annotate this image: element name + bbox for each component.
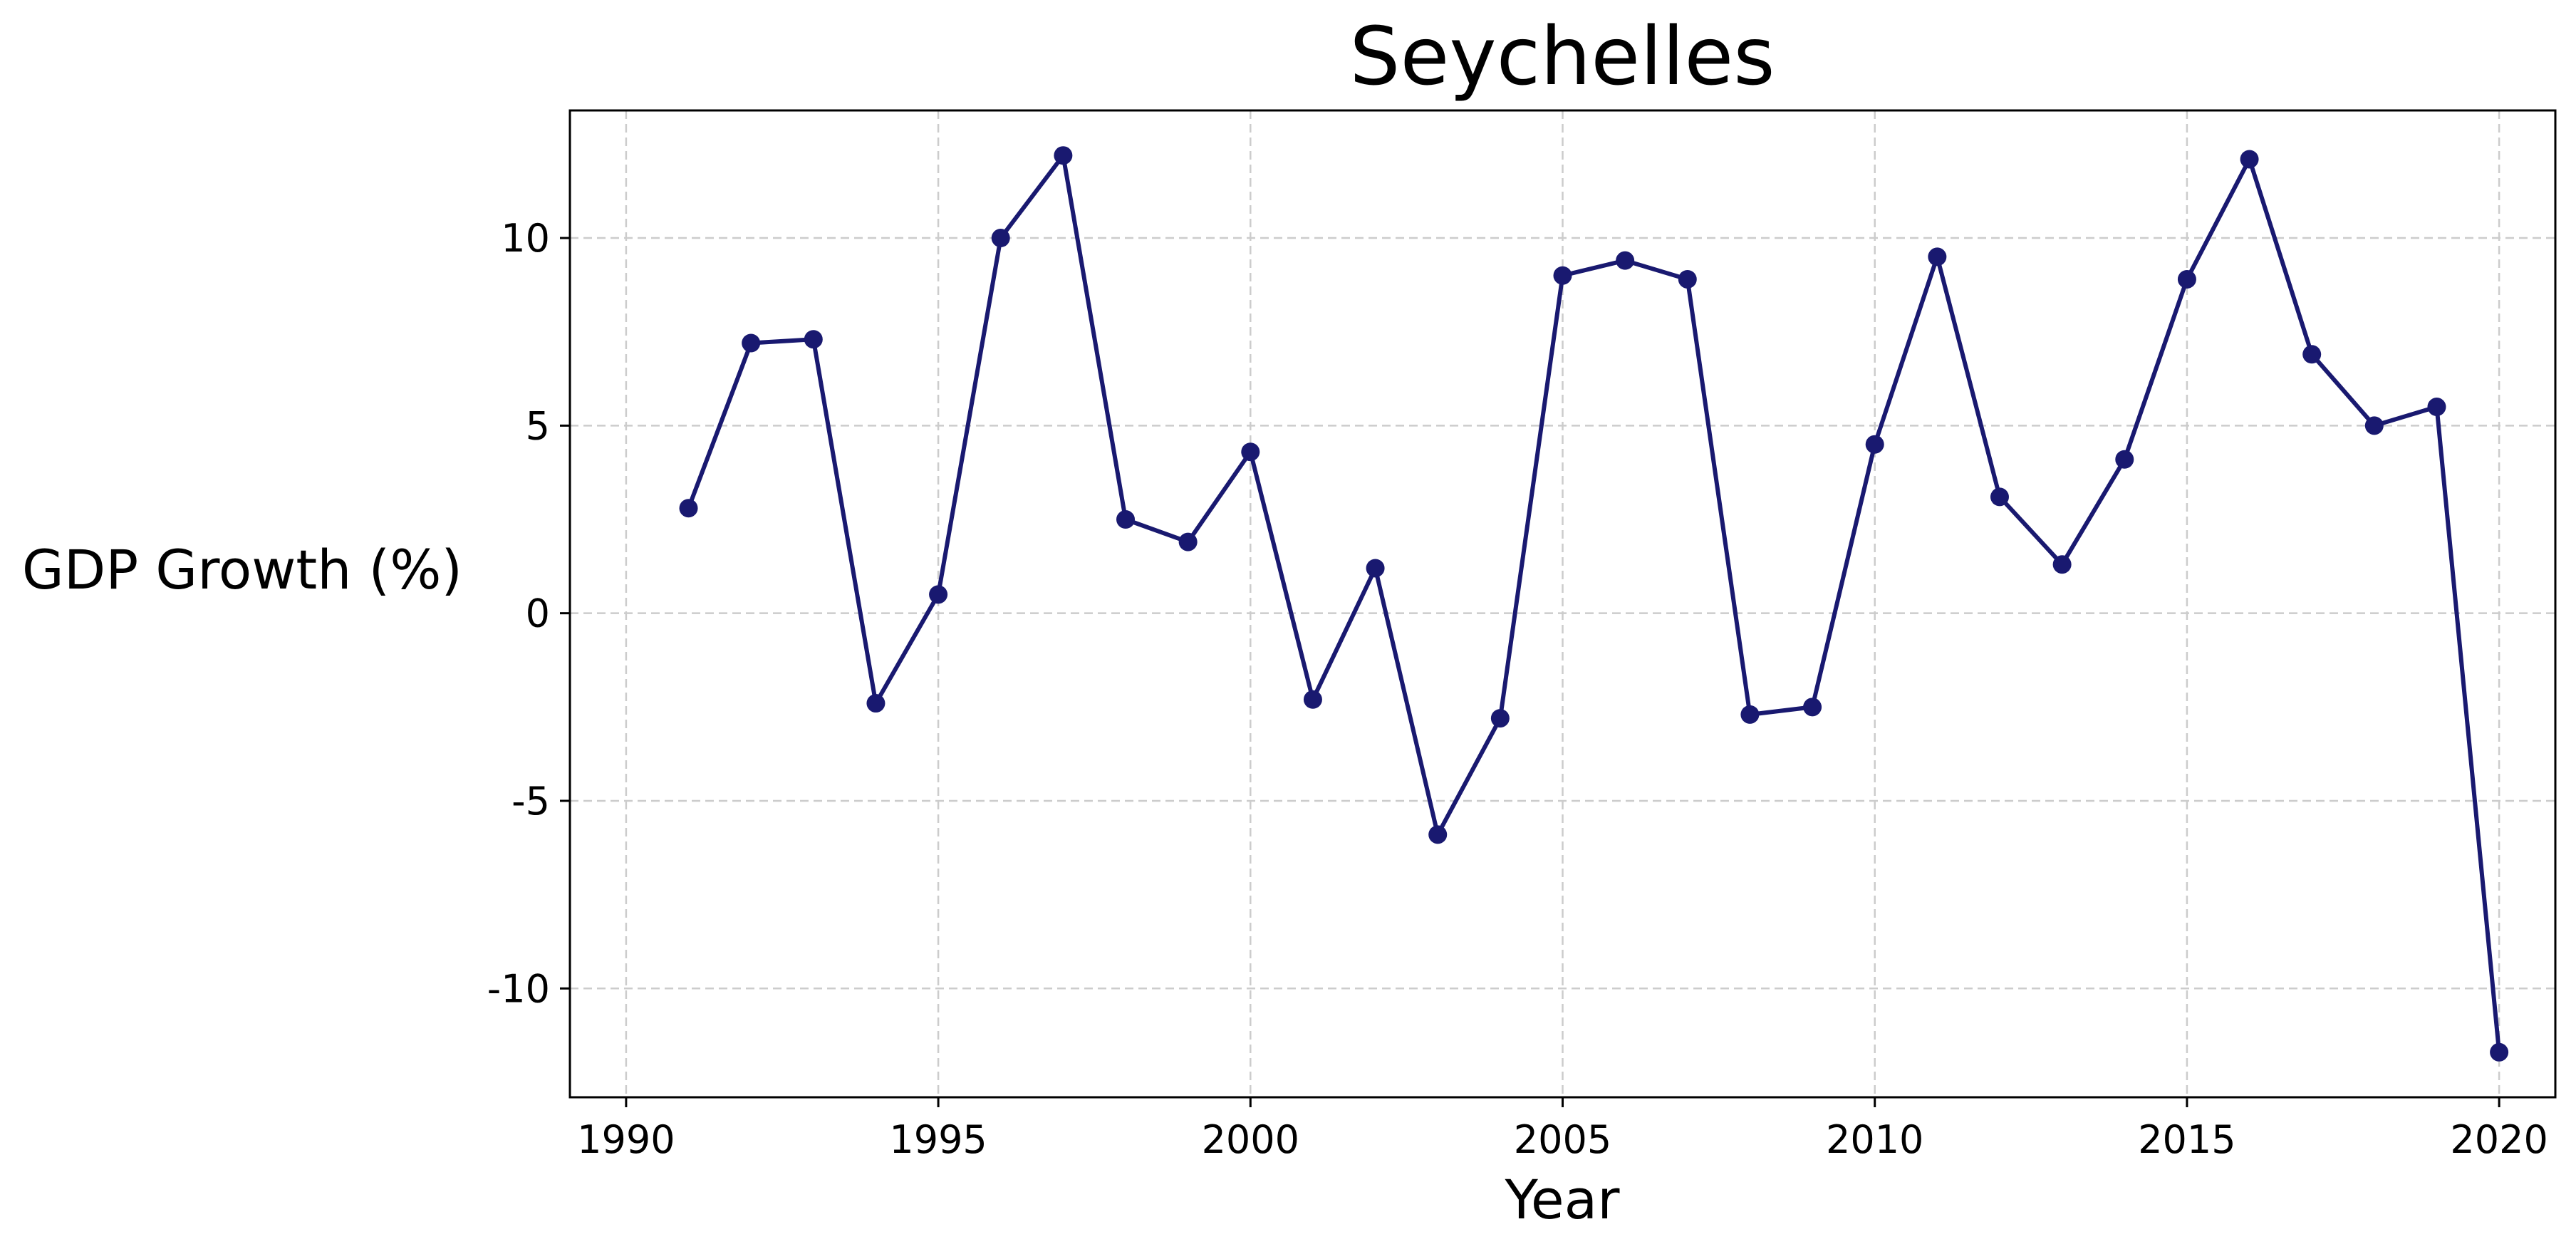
- chart-title: Seychelles: [1349, 11, 1775, 103]
- x-tick-label: 2010: [1826, 1117, 1923, 1162]
- data-point: [1803, 698, 1822, 717]
- data-point: [2490, 1042, 2509, 1062]
- data-point: [1678, 269, 1697, 289]
- y-tick-label: 0: [526, 591, 550, 636]
- data-point: [1490, 709, 1510, 728]
- data-point: [2052, 555, 2072, 574]
- data-point: [804, 330, 823, 349]
- x-axis-label: Year: [1505, 1168, 1621, 1231]
- data-point: [1865, 435, 1884, 454]
- data-point: [1928, 247, 1947, 266]
- data-point: [1178, 532, 1198, 551]
- x-tick-label: 1995: [889, 1117, 987, 1162]
- series-line: [686, 153, 2502, 1053]
- data-point: [2302, 345, 2322, 364]
- data-point: [2427, 398, 2446, 417]
- data-point: [2115, 450, 2134, 469]
- data-point: [1616, 251, 1635, 270]
- x-tick-label: 1990: [577, 1117, 675, 1162]
- data-point: [991, 229, 1010, 248]
- data-point: [1054, 146, 1073, 165]
- data-point: [929, 585, 948, 604]
- data-point: [2364, 416, 2384, 435]
- data-point: [1553, 266, 1572, 285]
- data-point: [2177, 269, 2196, 289]
- data-point: [1116, 510, 1136, 529]
- data-point: [1428, 825, 1448, 844]
- data-point: [1303, 690, 1322, 709]
- y-tick-label: 10: [501, 216, 550, 261]
- data-point: [1366, 559, 1385, 578]
- x-tick-label: 2020: [2450, 1117, 2548, 1162]
- y-tick-label: -5: [511, 779, 550, 824]
- data-point: [2240, 150, 2259, 169]
- data-point: [1740, 705, 1760, 724]
- axis-ticks: 1990 1995 2000 2005 2010 2015 2020 -10 -5 0 5 10: [487, 216, 2548, 1162]
- data-point: [1990, 487, 2009, 507]
- y-axis-label: GDP Growth (%): [22, 538, 462, 601]
- data-point: [679, 499, 698, 518]
- series-layer: [679, 146, 2509, 1062]
- data-point: [1241, 442, 1260, 462]
- y-tick-label: 5: [526, 403, 550, 448]
- x-tick-label: 2000: [1202, 1117, 1299, 1162]
- x-tick-label: 2015: [2138, 1117, 2235, 1162]
- x-tick-label: 2005: [1514, 1117, 1611, 1162]
- data-point: [866, 694, 886, 713]
- y-tick-label: -10: [487, 966, 550, 1011]
- data-point: [742, 333, 761, 353]
